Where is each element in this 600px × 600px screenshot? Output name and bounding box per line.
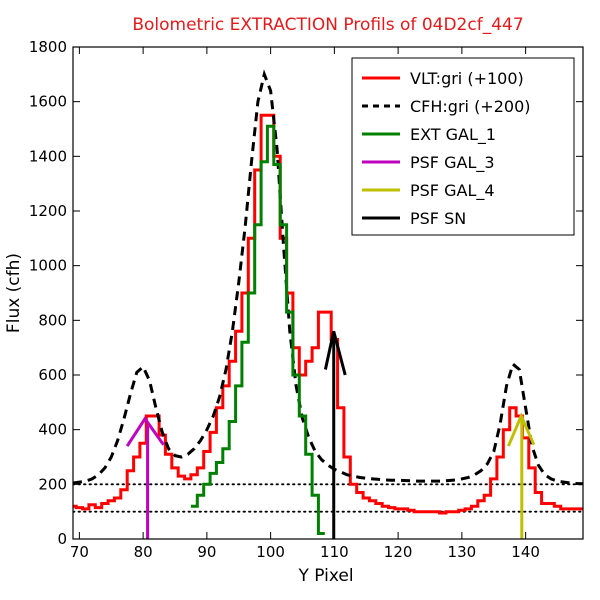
legend-label-psf-sn: PSF SN [410, 209, 466, 228]
series-psf-gal-3-line [125, 416, 165, 447]
series-vlt-gri-100-line [73, 113, 583, 515]
legend-label-psf-gal-3: PSF GAL_3 [410, 153, 495, 173]
legend-label-cfh-gri-200: CFH:gri (+200) [410, 97, 531, 116]
y-axis-title: Flux (cfh) [4, 253, 24, 333]
y-tick-label: 1600 [29, 93, 67, 111]
plot-frame [72, 46, 584, 540]
legend: VLT:gri (+100) CFH:gri (+200) EXT GAL_1 PSF… [351, 57, 575, 236]
legend-label-ext-gal-1: EXT GAL_1 [410, 125, 496, 145]
y-tick-label: 1800 [29, 38, 67, 56]
chart-title: Bolometric EXTRACTION Profils of 04D2cf_… [132, 15, 523, 35]
y-tick-label: 400 [38, 421, 67, 439]
y-tick-label: 1000 [29, 257, 67, 275]
x-tick-label: 120 [384, 543, 413, 561]
series-ext-gal-1-line [190, 124, 325, 535]
y-tick-label: 800 [38, 311, 67, 329]
series-cfh-gri-200-line [73, 69, 583, 486]
legend-box [351, 57, 575, 236]
x-tick-label: 130 [448, 543, 477, 561]
x-tick-label: 70 [70, 543, 89, 561]
axes: 70 80 90 100 110 120 130 1400200400600800100012… [29, 38, 584, 561]
x-tick-label: 80 [134, 543, 153, 561]
y-tick-label: 200 [38, 475, 67, 493]
x-tick-label: 100 [256, 543, 285, 561]
y-tick-label: 600 [38, 366, 67, 384]
legend-label-psf-gal-4: PSF GAL_4 [410, 181, 495, 201]
series-psf-sn-line [323, 330, 347, 376]
y-tick-label: 1200 [29, 202, 67, 220]
x-tick-label: 140 [511, 543, 540, 561]
x-tick-label: 90 [197, 543, 216, 561]
x-tick-label: 110 [320, 543, 349, 561]
plot-area [73, 69, 583, 539]
y-tick-label: 1400 [29, 147, 67, 165]
x-axis-title: Y Pixel [297, 566, 353, 586]
legend-label-vlt-gri-100: VLT:gri (+100) [410, 69, 524, 88]
y-tick-label: 0 [57, 530, 67, 548]
